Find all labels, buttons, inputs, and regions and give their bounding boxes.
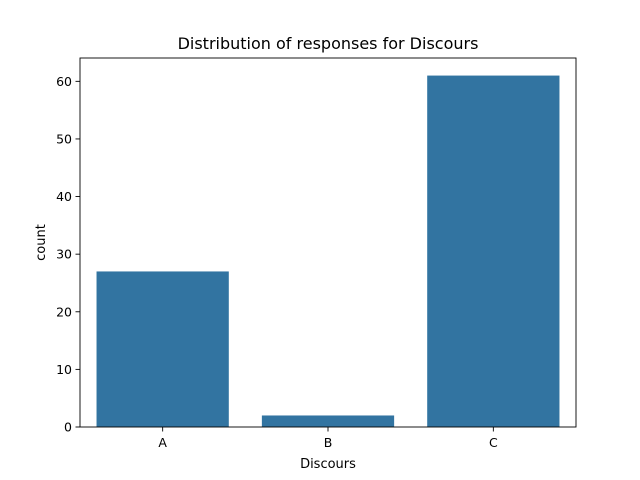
x-axis-label: Discours [300,457,356,472]
x-tick-label: A [158,435,167,450]
bar-B [261,415,395,427]
y-axis-ticks: 0 10 20 30 40 50 60 [56,74,80,435]
y-tick-label: 50 [56,131,72,146]
y-tick-label: 40 [56,189,72,204]
plot-frame [79,57,577,428]
y-tick-label: 0 [64,420,72,435]
bars-group [96,75,560,428]
y-tick-label: 10 [56,362,72,377]
y-tick-label: 60 [56,74,72,89]
y-axis-label: count [34,224,49,261]
x-axis-ticks: A B C [158,427,498,450]
x-tick-label: C [489,435,498,450]
bar-A [96,271,229,427]
x-tick-label: B [324,435,333,450]
y-tick-label: 20 [56,304,72,319]
bar-C [427,75,560,428]
chart-title: Distribution of responses for Discours [178,34,479,53]
y-tick-label: 30 [56,247,72,262]
